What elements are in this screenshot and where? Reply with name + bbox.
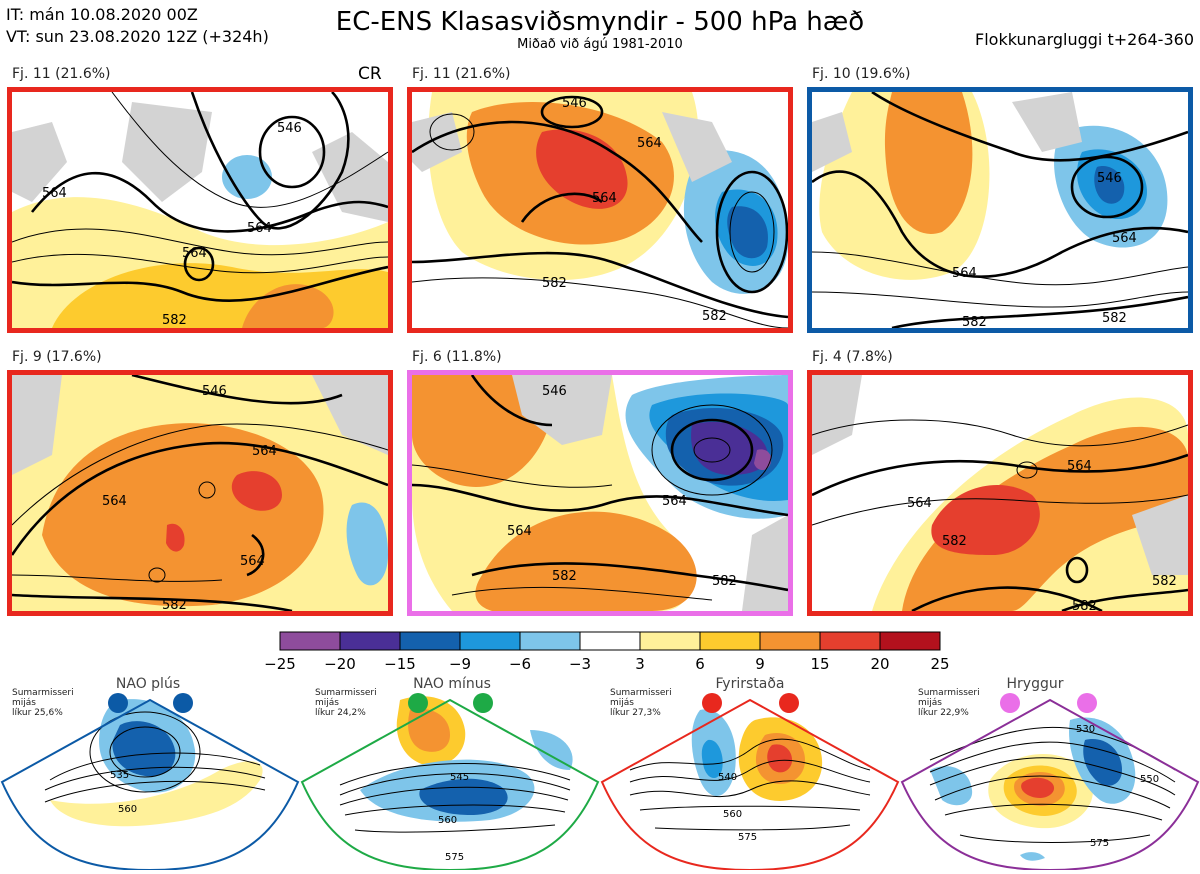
colorbar-tick-label: −3 bbox=[568, 655, 592, 673]
panel-label: Fj. 11 (21.6%) bbox=[412, 66, 511, 82]
regime-title: Fyrirstaða bbox=[715, 676, 785, 692]
contour-label: 564 bbox=[507, 524, 532, 539]
regime-title: NAO mínus bbox=[413, 676, 491, 692]
contour-label: 550 bbox=[1140, 774, 1159, 785]
colorbar-tick-label: 3 bbox=[635, 655, 645, 673]
regime-map-nao-plus: 535 560 bbox=[0, 670, 300, 874]
contour-label: 546 bbox=[277, 121, 302, 136]
colorbar-tick-label: 20 bbox=[870, 655, 890, 673]
cluster-map: 564 564 582 582 582 bbox=[807, 370, 1193, 616]
colorbar-tick-label: 15 bbox=[810, 655, 830, 673]
cluster-map: 546 564 564 582 582 bbox=[807, 87, 1193, 333]
contour-label: 575 bbox=[738, 832, 757, 843]
regime-map-ridge: 530 550 575 bbox=[900, 670, 1200, 874]
contour-label: 582 bbox=[552, 569, 577, 584]
colorbar-swatch bbox=[759, 631, 821, 651]
contour-label: 564 bbox=[252, 444, 277, 459]
colorbar-swatch bbox=[399, 631, 461, 651]
panel-label: Fj. 4 (7.8%) bbox=[812, 349, 893, 365]
colorbar-tick-label: −15 bbox=[384, 655, 416, 673]
contour-label: 582 bbox=[702, 309, 727, 324]
colorbar-tick-label: 9 bbox=[755, 655, 765, 673]
regime-title: Hryggur bbox=[1006, 676, 1064, 692]
panel-label: Fj. 9 (17.6%) bbox=[12, 349, 102, 365]
colorbar-swatch bbox=[279, 631, 341, 651]
regime-note: Sumarmisseri mijás líkur 27,3% bbox=[610, 688, 672, 718]
contour-label: 535 bbox=[110, 770, 129, 781]
contour-label: 564 bbox=[102, 494, 127, 509]
contour-label: 546 bbox=[562, 96, 587, 111]
colorbar-swatch bbox=[819, 631, 881, 651]
page-subtitle: Miðað við ágú 1981-2010 bbox=[517, 37, 683, 52]
contour-label: 582 bbox=[1102, 311, 1127, 326]
initial-time: IT: mán 10.08.2020 00Z bbox=[6, 5, 198, 24]
panel-label: Fj. 10 (19.6%) bbox=[812, 66, 911, 82]
page-title: EC-ENS Klasasviðsmyndir - 500 hPa hæð bbox=[335, 7, 865, 37]
contour-label: 564 bbox=[1067, 459, 1092, 474]
contour-label: 560 bbox=[438, 815, 457, 826]
contour-label: 582 bbox=[1072, 599, 1097, 611]
contour-label: 546 bbox=[1097, 171, 1122, 186]
contour-label: 564 bbox=[240, 554, 265, 569]
panel-label: Fj. 6 (11.8%) bbox=[412, 349, 502, 365]
header-left: IT: mán 10.08.2020 00Z VT: sun 23.08.202… bbox=[6, 4, 269, 48]
classification-window: Flokkunargluggi t+264-360 bbox=[975, 30, 1194, 49]
contour-label: 540 bbox=[718, 772, 737, 783]
cluster-map: 564 564 546 582 582 bbox=[407, 87, 793, 333]
cluster-map: 546 564 564 564 582 bbox=[7, 87, 393, 333]
header-center: EC-ENS Klasasviðsmyndir - 500 hPa hæð Mi… bbox=[300, 6, 900, 52]
contour-label: 575 bbox=[445, 852, 464, 863]
contour-label: 564 bbox=[182, 246, 207, 261]
contour-label: 582 bbox=[162, 313, 187, 328]
valid-time: VT: sun 23.08.2020 12Z (+324h) bbox=[6, 27, 269, 46]
colorbar-tick-label: −9 bbox=[448, 655, 472, 673]
colorbar-swatch bbox=[339, 631, 401, 651]
contour-label: 545 bbox=[450, 772, 469, 783]
regime-note: Sumarmisseri mijás líkur 25,6% bbox=[12, 688, 74, 718]
contour-label: 575 bbox=[1090, 838, 1109, 849]
cluster-map: 546 564 564 564 582 bbox=[7, 370, 393, 616]
contour-label: 530 bbox=[1076, 724, 1095, 735]
colorbar-swatch bbox=[519, 631, 581, 651]
colorbar-tick-label: −20 bbox=[324, 655, 356, 673]
contour-label: 564 bbox=[907, 496, 932, 511]
colorbar-swatch bbox=[699, 631, 761, 651]
regime-note: Sumarmisseri mijás líkur 24,2% bbox=[315, 688, 377, 718]
panel-label: Fj. 11 (21.6%) bbox=[12, 66, 111, 82]
contour-label: 564 bbox=[1112, 231, 1137, 246]
colorbar-tick-label: −6 bbox=[508, 655, 532, 673]
contour-label: 546 bbox=[202, 384, 227, 399]
colorbar-tick-label: 25 bbox=[930, 655, 950, 673]
contour-label: 546 bbox=[542, 384, 567, 399]
regime-title: NAO plús bbox=[115, 676, 181, 692]
contour-label: 582 bbox=[712, 574, 737, 589]
colorbar-swatch bbox=[579, 631, 641, 651]
cluster-map: 564 564 582 582 546 bbox=[407, 370, 793, 616]
contour-label: 582 bbox=[962, 315, 987, 328]
colorbar-swatch bbox=[879, 631, 941, 651]
contour-label: 564 bbox=[592, 191, 617, 206]
panel-badge: CR bbox=[358, 64, 382, 84]
regime-map-blocking: 540 560 575 bbox=[600, 670, 900, 874]
contour-label: 560 bbox=[118, 804, 137, 815]
colorbar-swatch bbox=[639, 631, 701, 651]
contour-label: 582 bbox=[1152, 574, 1177, 589]
contour-label: 560 bbox=[723, 809, 742, 820]
colorbar-tick-label: −25 bbox=[264, 655, 296, 673]
contour-label: 564 bbox=[637, 136, 662, 151]
colorbar-swatch bbox=[459, 631, 521, 651]
colorbar-tick-label: 6 bbox=[695, 655, 705, 673]
contour-label: 582 bbox=[542, 276, 567, 291]
contour-label: 582 bbox=[942, 534, 967, 549]
contour-label: 564 bbox=[952, 266, 977, 281]
colorbar bbox=[279, 631, 941, 651]
contour-label: 564 bbox=[247, 221, 272, 236]
regime-map-nao-minus: 545 560 575 bbox=[300, 670, 600, 874]
contour-label: 564 bbox=[42, 186, 67, 201]
contour-label: 564 bbox=[662, 494, 687, 509]
contour-label: 582 bbox=[162, 598, 187, 611]
regime-note: Sumarmisseri mijás líkur 22,9% bbox=[918, 688, 980, 718]
